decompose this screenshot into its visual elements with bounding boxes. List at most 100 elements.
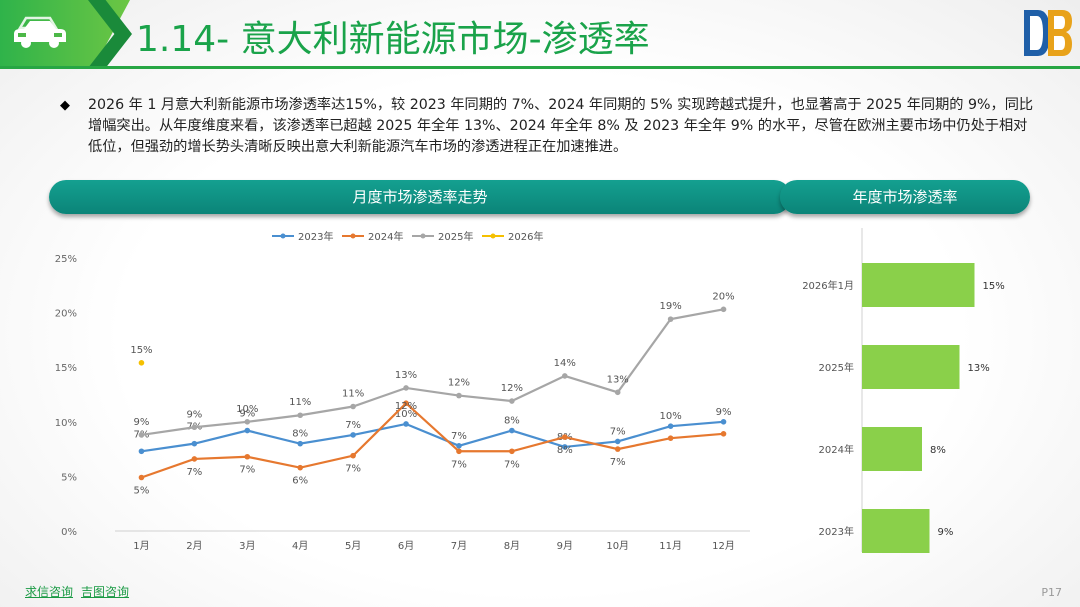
data-label: 7%: [345, 464, 361, 475]
data-label: 10%: [236, 404, 258, 415]
x-tick-label: 12月: [712, 540, 735, 552]
series-line: [141, 401, 724, 479]
legend-label: 2026年: [508, 230, 543, 243]
y-tick-label: 15%: [55, 363, 77, 374]
data-label: 7%: [451, 459, 467, 470]
data-point: [297, 464, 304, 471]
data-label: 13%: [607, 374, 629, 385]
bar-value-label: 8%: [930, 445, 946, 456]
x-tick-label: 2月: [186, 540, 202, 552]
data-label: 9%: [239, 409, 255, 420]
data-point: [561, 434, 568, 440]
x-tick-label: 10月: [606, 540, 629, 552]
bar-category-label: 2024年: [819, 443, 854, 456]
data-point: [403, 421, 409, 427]
footer-link-qiuxin[interactable]: 求信咨询: [25, 585, 74, 599]
bar: [862, 345, 960, 389]
data-point: [138, 448, 145, 455]
data-label: 10%: [660, 411, 682, 422]
data-label: 9%: [716, 407, 732, 418]
data-point: [403, 400, 409, 407]
data-point: [614, 438, 621, 445]
data-label: 8%: [557, 445, 573, 456]
data-label: 12%: [448, 378, 470, 389]
db-logo-icon: [1024, 10, 1072, 56]
data-label: 11%: [342, 389, 364, 400]
data-point: [509, 398, 515, 404]
x-tick-label: 4月: [292, 540, 308, 552]
data-label: 20%: [712, 291, 734, 302]
series-line: [141, 420, 724, 453]
data-point: [720, 306, 727, 313]
data-label: 19%: [660, 301, 682, 312]
data-point: [614, 446, 621, 452]
data-point: [667, 423, 674, 429]
data-point: [350, 452, 356, 459]
bar: [862, 263, 975, 307]
data-point: [191, 424, 198, 431]
data-label: 14%: [554, 358, 576, 369]
legend-marker: [420, 233, 426, 239]
x-tick-label: 6月: [398, 540, 414, 552]
bar-value-label: 13%: [968, 363, 990, 374]
series-line: [141, 308, 724, 436]
data-point: [191, 456, 198, 462]
data-label: 8%: [504, 416, 520, 427]
data-label: 6%: [292, 476, 308, 487]
x-tick-label: 3月: [239, 540, 255, 552]
data-point: [667, 316, 674, 322]
monthly-line-chart: 0% 5% 10% 15% 20% 25% 1月 2月 3月 4月 5月 6月 7月 8月 9月 10月 11月…: [55, 230, 750, 552]
data-point: [720, 419, 727, 425]
summary-text: 2026 年 1 月意大利新能源市场渗透率达15%，较 2023 年同期的 7%…: [88, 97, 1034, 155]
data-label: 7%: [345, 420, 361, 431]
y-tick-label: 25%: [55, 254, 77, 265]
x-tick-label: 5月: [345, 540, 361, 552]
page-title: 1.14- 意大利新能源市场-渗透率: [136, 19, 650, 60]
bar-category-label: 2023年: [819, 525, 854, 538]
data-label: 7%: [610, 457, 626, 468]
x-tick-label: 1月: [133, 540, 149, 552]
data-label: 12%: [501, 383, 523, 394]
data-label: 9%: [186, 409, 202, 420]
data-label: 7%: [610, 426, 626, 437]
data-point: [138, 474, 145, 481]
data-label: 12%: [395, 401, 417, 412]
data-label: 7%: [451, 431, 467, 442]
data-label: 9%: [134, 417, 150, 428]
x-tick-label: 8月: [504, 540, 520, 552]
data-point: [297, 440, 304, 447]
data-point: [191, 440, 198, 447]
footer-link-jitu[interactable]: 吉图咨询: [81, 585, 130, 599]
data-point: [720, 431, 727, 437]
data-label: 7%: [186, 467, 202, 478]
data-label: 13%: [395, 370, 417, 381]
legend-label: 2023年: [298, 230, 333, 243]
annual-section-title: 年度市场渗透率: [780, 180, 1030, 214]
data-point: [509, 427, 515, 434]
diamond-bullet-icon: ◆: [60, 98, 70, 113]
data-point: [456, 448, 462, 455]
data-point: [350, 432, 356, 438]
data-point: [244, 453, 251, 460]
y-tick-label: 20%: [55, 309, 77, 320]
x-tick-label: 9月: [557, 540, 573, 552]
bar-value-label: 9%: [938, 527, 954, 538]
bar: [862, 509, 930, 553]
data-label: 8%: [292, 429, 308, 440]
summary-paragraph: ◆ 2026 年 1 月意大利新能源市场渗透率达15%，较 2023 年同期的 …: [60, 95, 1035, 158]
bar-category-label: 2026年1月: [802, 279, 854, 292]
x-tick-label: 7月: [451, 540, 467, 552]
annual-bar-chart: 2026年1月 15% 2025年 13% 2024年 8% 2023年 9%: [802, 228, 1005, 553]
data-point: [244, 427, 251, 434]
header: 1.14- 意大利新能源市场-渗透率: [0, 0, 1080, 76]
monthly-section-title: 月度市场渗透率走势: [49, 180, 791, 214]
data-point: [138, 432, 145, 438]
data-point: [561, 373, 568, 379]
legend-marker: [490, 233, 496, 239]
legend-marker: [350, 233, 356, 239]
y-tick-label: 5%: [61, 472, 77, 483]
header-rule: [0, 66, 1080, 69]
legend-label: 2025年: [438, 230, 473, 243]
data-point: [297, 412, 304, 419]
bar-value-label: 15%: [983, 281, 1005, 292]
